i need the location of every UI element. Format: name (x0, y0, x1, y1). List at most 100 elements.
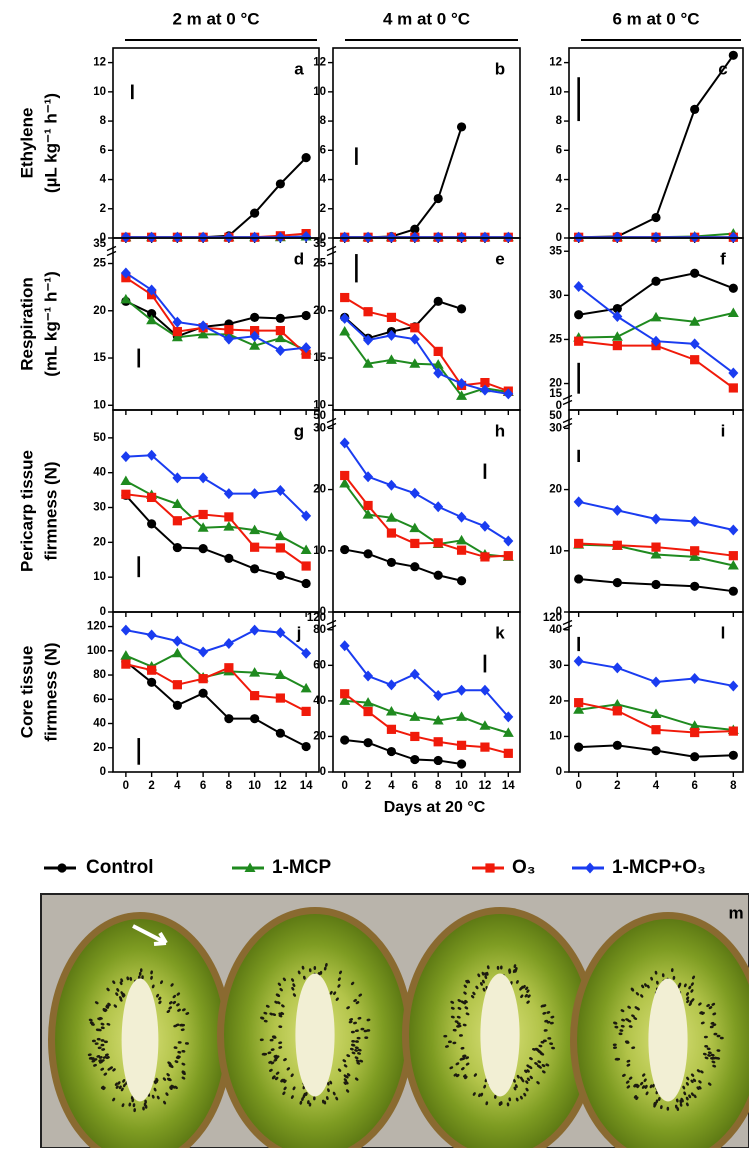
marker (386, 557, 397, 568)
kiwi-seed (357, 1048, 362, 1052)
kiwi-seed (141, 975, 144, 980)
marker (433, 690, 444, 702)
kiwi-seed (269, 1012, 274, 1016)
kiwi-seed (484, 975, 488, 980)
kiwi-seed (516, 1074, 520, 1079)
marker (385, 354, 397, 364)
kiwi-seed (494, 1094, 497, 1099)
kiwi-seed (112, 1097, 116, 1102)
marker (339, 477, 351, 488)
kiwi-seed (355, 1001, 360, 1005)
kiwi-seed (690, 1073, 695, 1077)
plot-frame (568, 47, 744, 239)
kiwi-seed (631, 1014, 635, 1018)
kiwi-seed (325, 1096, 329, 1101)
kiwi-seed (550, 1015, 555, 1019)
y-tick-label: 10 (313, 399, 326, 411)
kiwi-seed (549, 1021, 554, 1025)
kiwi-seed (633, 1095, 638, 1099)
kiwi-seed (465, 1012, 470, 1016)
x-tick-label: 8 (226, 780, 233, 792)
kiwi-seed (698, 1002, 702, 1006)
marker (223, 488, 234, 500)
kiwi-seed (321, 1099, 325, 1104)
kiwi-seed (450, 1000, 455, 1004)
kiwi-seed (292, 993, 296, 997)
kiwi-seed (549, 1042, 554, 1046)
marker (224, 663, 234, 673)
kiwi-seed (534, 1062, 538, 1066)
marker (147, 309, 157, 319)
marker (147, 677, 157, 687)
kiwi-seed (329, 1080, 333, 1085)
kiwi-seed (526, 1000, 530, 1004)
y-tick-label: 30 (549, 289, 562, 301)
kiwi-seed (282, 977, 286, 982)
kiwi-seed (345, 1089, 350, 1093)
kiwi-seed (473, 1073, 477, 1077)
kiwi-seed (707, 1082, 712, 1086)
kiwi-seed (286, 1067, 291, 1071)
x-tick-label: 14 (300, 780, 313, 792)
marker (121, 659, 131, 669)
kiwi-seed (529, 1057, 533, 1061)
kiwi-seed (613, 1021, 617, 1025)
legend-marker (585, 862, 595, 874)
y-break-label: 50 (313, 410, 326, 422)
kiwi-seed (690, 1079, 694, 1084)
kiwi-seed (628, 1025, 633, 1028)
kiwi-seed (666, 1106, 670, 1111)
y-tick-label: 0 (100, 232, 106, 244)
marker (503, 551, 513, 561)
marker (147, 492, 157, 503)
y-tick-label: 6 (320, 144, 326, 156)
kiwi-seed (128, 1102, 132, 1107)
kiwi-seed (353, 998, 357, 1003)
marker (301, 510, 312, 522)
kiwi-seed (325, 962, 328, 967)
marker (385, 512, 397, 522)
marker (120, 475, 132, 486)
kiwi-seed (151, 984, 155, 989)
kiwi-seed (678, 982, 682, 987)
x-tick-label: 0 (575, 780, 581, 792)
panel-label: e (495, 249, 504, 268)
kiwi-seed (169, 1001, 173, 1005)
marker (250, 691, 260, 701)
kiwi-seed (290, 1073, 294, 1078)
kiwi-seed (267, 1051, 272, 1055)
kiwi-seed (703, 1035, 708, 1039)
kiwi-seed (363, 1029, 368, 1033)
column-title: 6 m at 0 °C (612, 9, 699, 28)
marker (612, 341, 622, 351)
kiwi-seed (544, 1019, 549, 1023)
marker (690, 104, 700, 114)
kiwi-seed (301, 1097, 304, 1102)
kiwi-seed (180, 1028, 185, 1032)
kiwi-seed (513, 1086, 517, 1091)
marker (456, 740, 467, 750)
kiwi-seed (319, 970, 323, 975)
marker (728, 750, 738, 760)
kiwi-seed (96, 1037, 101, 1041)
kiwi-seed (633, 1083, 637, 1088)
y-tick-label: 25 (549, 333, 562, 345)
kiwi-seed (545, 1063, 550, 1067)
y-tick-label: 0 (320, 606, 326, 618)
plot-frame (112, 409, 320, 613)
marker (275, 627, 286, 639)
marker (339, 640, 350, 652)
kiwi-seed (307, 1100, 310, 1105)
marker (728, 726, 738, 736)
kiwi-seed (459, 1057, 464, 1061)
kiwi-seed (541, 1064, 546, 1068)
series-line (578, 54, 735, 239)
kiwi-seed (464, 1075, 468, 1080)
marker (275, 693, 285, 703)
kiwi-seed (275, 993, 280, 997)
kiwi-seed (650, 976, 654, 981)
y-tick-label: 2 (320, 203, 326, 215)
kiwi-seed (184, 1042, 189, 1045)
marker (363, 670, 374, 682)
kiwi-seed (713, 1032, 718, 1036)
